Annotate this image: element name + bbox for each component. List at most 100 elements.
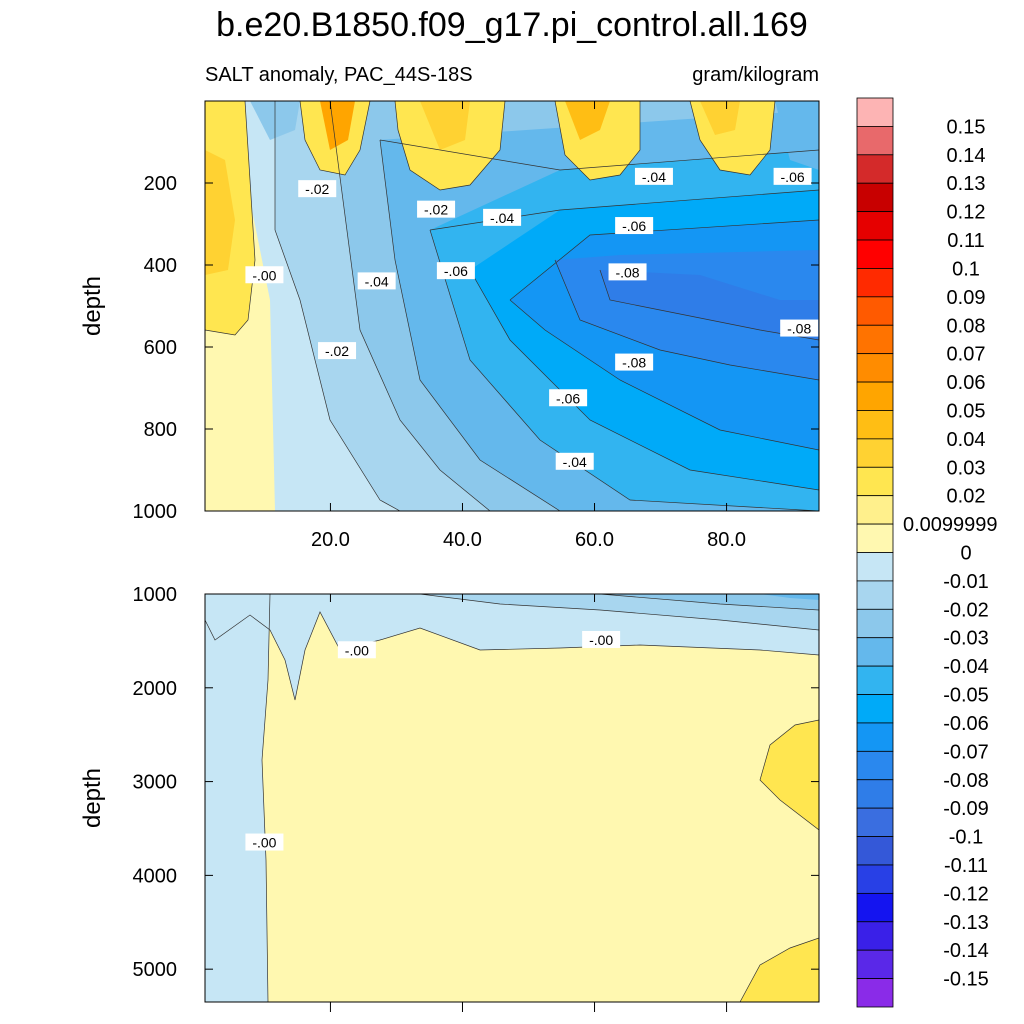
upper-x-tick-label: 20.0 bbox=[311, 529, 350, 551]
upper-plot-frame bbox=[204, 100, 820, 512]
colorbar-swatch bbox=[856, 268, 894, 298]
lower-y-axis-label: depth bbox=[79, 768, 106, 828]
contour-label: -.08 bbox=[780, 319, 819, 337]
svg-text:-.08: -.08 bbox=[787, 321, 811, 337]
colorbar-swatch bbox=[856, 978, 894, 1008]
upper-x-tick-label: 60.0 bbox=[575, 529, 614, 551]
colorbar-swatch bbox=[856, 864, 894, 894]
colorbar-swatch bbox=[856, 665, 894, 695]
colorbar-label: 0.04 bbox=[947, 429, 986, 451]
contour-label: -.02 bbox=[318, 342, 357, 360]
upper-x-tick-label: 80.0 bbox=[707, 529, 746, 551]
svg-text:-.00: -.00 bbox=[589, 632, 613, 648]
colorbar-swatch bbox=[856, 126, 894, 156]
contour-label: -.06 bbox=[773, 167, 812, 185]
colorbar-label: -0.02 bbox=[943, 599, 989, 621]
colorbar-label: -0.05 bbox=[943, 685, 989, 707]
colorbar-label: 0.02 bbox=[947, 486, 986, 508]
colorbar-label: -0.06 bbox=[943, 713, 989, 735]
svg-text:-.02: -.02 bbox=[325, 343, 349, 359]
colorbar-swatch bbox=[856, 779, 894, 809]
lower-axes: 1000 2000 3000 4000 5000 bbox=[133, 584, 819, 1012]
lower-y-tick-label: 4000 bbox=[133, 865, 178, 887]
upper-x-tick-label: 40.0 bbox=[443, 529, 482, 551]
svg-text:-.06: -.06 bbox=[622, 218, 646, 234]
lower-y-tick-label: 3000 bbox=[133, 772, 178, 794]
svg-text:-.00: -.00 bbox=[252, 267, 276, 283]
colorbar-label: 0.12 bbox=[947, 202, 986, 224]
svg-text:-.02: -.02 bbox=[305, 181, 329, 197]
colorbar-label: 0.15 bbox=[947, 116, 986, 138]
upper-y-tick-label: 400 bbox=[144, 255, 177, 277]
colorbar-label: 0.09 bbox=[947, 287, 986, 309]
svg-text:-.08: -.08 bbox=[615, 264, 639, 280]
svg-text:-.04: -.04 bbox=[642, 169, 666, 185]
contour-label: -.04 bbox=[357, 272, 396, 290]
colorbar-label: -0.03 bbox=[943, 628, 989, 650]
colorbar-label: 0.03 bbox=[947, 457, 986, 479]
lower-y-tick-label: 1000 bbox=[133, 584, 178, 606]
colorbar-label: -0.15 bbox=[943, 969, 989, 991]
upper-y-tick-label: 600 bbox=[144, 337, 177, 359]
chart-title: b.e20.B1850.f09_g17.pi_control.all.169 bbox=[216, 6, 808, 44]
contour-label: -.02 bbox=[298, 180, 337, 198]
colorbar: 0.15 0.14 0.13 0.12 0.11 0.1 0.09 0.08 0.07 0.06 0… bbox=[856, 97, 998, 1008]
colorbar-swatch bbox=[856, 381, 894, 411]
upper-contour-fill bbox=[205, 101, 819, 511]
colorbar-swatch bbox=[856, 495, 894, 525]
lower-plot-frame bbox=[204, 593, 820, 1003]
colorbar-label: -0.04 bbox=[943, 656, 989, 678]
upper-axes: 20.0 40.0 60.0 80.0 200 400 600 800 1000 bbox=[133, 101, 819, 551]
colorbar-swatch bbox=[856, 410, 894, 440]
colorbar-swatch bbox=[856, 750, 894, 781]
contour-label: -.04 bbox=[634, 167, 673, 185]
contour-label: -.08 bbox=[608, 263, 647, 281]
svg-text:-.00: -.00 bbox=[252, 835, 276, 851]
colorbar-label: -0.11 bbox=[944, 855, 988, 877]
colorbar-swatch bbox=[856, 154, 894, 184]
colorbar-swatch bbox=[856, 296, 894, 326]
colorbar-swatch bbox=[856, 97, 894, 127]
contour-label: -.04 bbox=[483, 208, 522, 226]
contour-label: -.02 bbox=[417, 200, 456, 218]
colorbar-swatch bbox=[856, 438, 894, 468]
colorbar-swatch bbox=[856, 921, 894, 951]
colorbar-label: -0.14 bbox=[943, 940, 989, 962]
colorbar-swatch bbox=[856, 211, 894, 241]
colorbar-swatch bbox=[856, 552, 894, 582]
contour-label: -.08 bbox=[615, 353, 654, 371]
svg-text:-.02: -.02 bbox=[424, 202, 448, 218]
svg-text:-.04: -.04 bbox=[490, 210, 514, 226]
colorbar-label: -0.08 bbox=[943, 770, 989, 792]
colorbar-swatch bbox=[856, 324, 894, 355]
colorbar-swatch bbox=[856, 580, 894, 610]
lower-contour-labels: -.00 -.00 -.00 bbox=[245, 630, 621, 851]
colorbar-label: 0.05 bbox=[947, 400, 986, 422]
colorbar-swatch bbox=[856, 353, 894, 383]
colorbar-swatch bbox=[856, 608, 894, 639]
svg-text:-.04: -.04 bbox=[365, 273, 389, 289]
svg-text:-.06: -.06 bbox=[556, 390, 580, 406]
chart-subtitle-left: SALT anomaly, PAC_44S-18S bbox=[205, 64, 473, 86]
colorbar-swatch bbox=[856, 523, 894, 553]
chart-subtitle-units: gram/kilogram bbox=[692, 64, 819, 86]
colorbar-label: -0.07 bbox=[943, 741, 989, 763]
upper-panel: -.02 -.02 -.04 -.04 -.06 -.06 -.06 -.08 -.00 -.04… bbox=[79, 100, 820, 551]
contour-label: -.06 bbox=[615, 217, 654, 235]
colorbar-swatch bbox=[856, 466, 894, 497]
colorbar-label: -0.01 bbox=[943, 571, 989, 593]
svg-text:-.04: -.04 bbox=[563, 454, 587, 470]
contour-label: -.04 bbox=[555, 452, 594, 470]
lower-y-tick-label: 2000 bbox=[133, 678, 178, 700]
colorbar-swatch bbox=[856, 722, 894, 752]
colorbar-label: 0.1 bbox=[952, 258, 980, 280]
upper-y-tick-label: 800 bbox=[144, 419, 177, 441]
svg-text:-.06: -.06 bbox=[444, 263, 468, 279]
colorbar-swatch bbox=[856, 807, 894, 837]
svg-text:-.00: -.00 bbox=[345, 642, 369, 658]
svg-text:-.08: -.08 bbox=[622, 355, 646, 371]
upper-contour-labels: -.02 -.02 -.04 -.04 -.06 -.06 -.06 -.08 -.00 -.04… bbox=[245, 167, 819, 470]
contour-label: -.00 bbox=[337, 641, 376, 659]
lower-panel: -.00 -.00 -.00 1000 2000 3000 4000 5000 depth bbox=[79, 584, 820, 1012]
